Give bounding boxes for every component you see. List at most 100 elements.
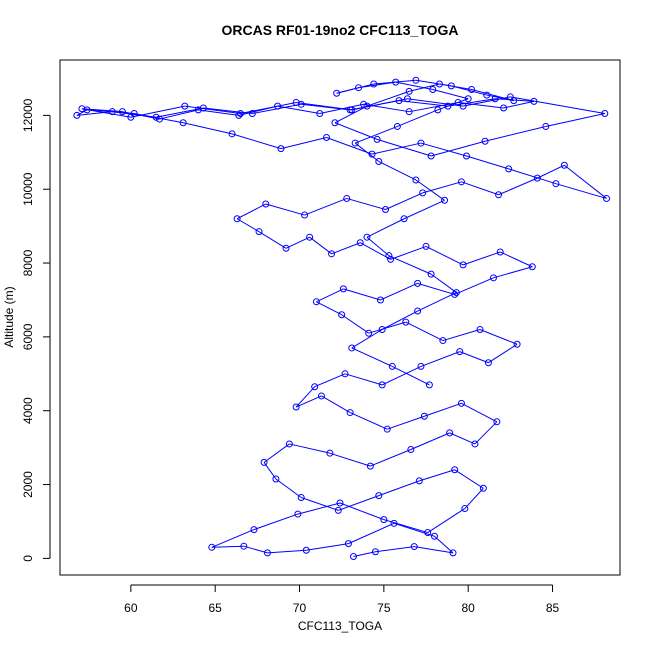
data-point [316, 110, 324, 118]
series-line-segment [280, 137, 327, 150]
data-point [496, 248, 504, 256]
data-point [152, 113, 160, 121]
data-point [430, 532, 438, 540]
data-point [387, 255, 395, 263]
data-point [292, 403, 300, 411]
series-line-segment [458, 101, 504, 109]
series-line-segment [378, 480, 420, 497]
series-line-segment [454, 277, 494, 295]
data-point [301, 211, 309, 219]
data-point [306, 233, 314, 241]
data-point [248, 110, 256, 118]
series-line-segment [381, 310, 418, 330]
data-point [194, 106, 202, 114]
data-point [530, 97, 538, 105]
x-tick-label: 75 [377, 601, 391, 615]
series-line-segment [366, 218, 405, 238]
series-line-segment [479, 329, 518, 345]
data-point [388, 362, 396, 370]
series-line-segment [344, 373, 383, 386]
data-point [235, 111, 243, 119]
x-tick-label: 60 [124, 601, 138, 615]
data-point [250, 526, 258, 534]
data-point [425, 381, 433, 389]
data-point [375, 492, 383, 500]
data-point [427, 152, 435, 160]
series-line-segment [338, 495, 379, 511]
series-line-segment [375, 546, 415, 553]
series-line-segment [464, 487, 484, 509]
data-point [500, 104, 508, 112]
data-point [179, 119, 187, 127]
data-point [449, 549, 457, 557]
series-line-segment [354, 142, 380, 162]
series-line-segment [314, 373, 346, 388]
series-line-segment [289, 443, 330, 454]
series-line-segment [334, 122, 378, 140]
data-point [339, 285, 347, 293]
series-line-segment [414, 546, 454, 554]
series-line-segment [417, 282, 455, 295]
series-line-segment [348, 522, 395, 545]
series-line-segment [390, 245, 427, 260]
series-line-segment [488, 343, 518, 364]
data-point [489, 274, 497, 282]
data-point [208, 543, 216, 551]
series-line-segment [339, 502, 385, 521]
data-point [393, 122, 401, 130]
series-line-segment [295, 395, 322, 408]
data-point [326, 449, 334, 457]
data-point [464, 95, 472, 103]
data-point [441, 196, 449, 204]
data-point [407, 445, 415, 453]
series-line-segment [503, 100, 535, 109]
series-line-segment [231, 133, 282, 150]
data-point [405, 108, 413, 116]
series-line-segment [437, 98, 469, 111]
series-line-segment [537, 164, 565, 179]
series-line-segment [493, 266, 533, 279]
data-point [385, 252, 393, 260]
data-point [277, 145, 285, 153]
data-point [355, 84, 363, 92]
series-line-segment [370, 449, 412, 467]
series-line-segment [419, 469, 455, 482]
series-line-segment [159, 109, 199, 120]
series-line-segment [461, 402, 498, 423]
data-point [368, 150, 376, 158]
data-point [370, 80, 378, 88]
data-point [601, 110, 609, 118]
series-line-segment [393, 522, 435, 537]
data-point [459, 102, 467, 110]
series-line-segment [474, 421, 498, 445]
data-point [348, 106, 356, 114]
y-tick-label: 12000 [21, 98, 35, 132]
series-line-segment [410, 432, 450, 450]
series-line-segment [331, 242, 361, 255]
series-line-segment [277, 105, 320, 115]
series-line-segment [564, 164, 607, 199]
data-point [390, 519, 398, 527]
data-point [454, 98, 462, 106]
data-point [420, 412, 428, 420]
data-point [343, 194, 351, 202]
series-lines [76, 79, 607, 558]
data-point [338, 311, 346, 319]
data-point [483, 91, 491, 99]
data-point [439, 337, 447, 345]
data-point [414, 279, 422, 287]
x-tick-label: 85 [546, 601, 560, 615]
series-line-segment [351, 329, 383, 349]
data-point [456, 348, 464, 356]
series-line-segment [304, 197, 347, 216]
data-point [262, 200, 270, 208]
data-point [479, 484, 487, 492]
data-point [405, 87, 413, 95]
data-point [451, 290, 459, 298]
data-point [356, 239, 364, 247]
series-line-segment [461, 181, 499, 196]
series-line-segment [388, 255, 432, 275]
series-line-segment [366, 90, 410, 107]
data-point [603, 194, 611, 202]
